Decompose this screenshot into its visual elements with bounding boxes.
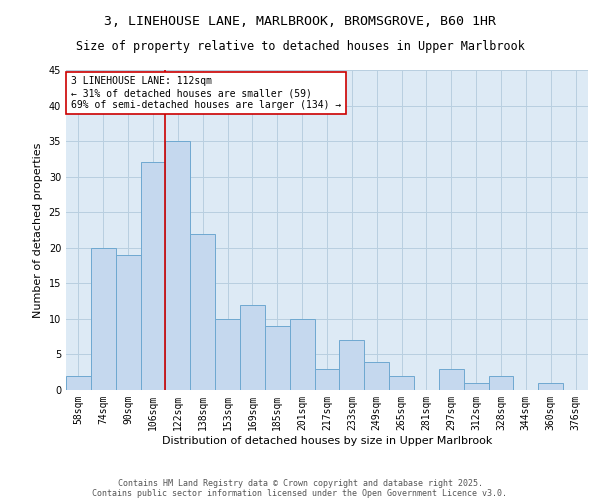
Bar: [364, 362, 389, 390]
Bar: [314, 368, 340, 390]
Bar: [140, 162, 166, 390]
X-axis label: Distribution of detached houses by size in Upper Marlbrook: Distribution of detached houses by size …: [162, 436, 492, 446]
Bar: [66, 376, 91, 390]
Bar: [190, 234, 215, 390]
Bar: [389, 376, 414, 390]
Text: 3 LINEHOUSE LANE: 112sqm
← 31% of detached houses are smaller (59)
69% of semi-d: 3 LINEHOUSE LANE: 112sqm ← 31% of detach…: [71, 76, 341, 110]
Bar: [439, 368, 464, 390]
Bar: [166, 141, 190, 390]
Y-axis label: Number of detached properties: Number of detached properties: [33, 142, 43, 318]
Bar: [265, 326, 290, 390]
Bar: [215, 319, 240, 390]
Bar: [340, 340, 364, 390]
Text: Contains public sector information licensed under the Open Government Licence v3: Contains public sector information licen…: [92, 488, 508, 498]
Bar: [240, 304, 265, 390]
Text: 3, LINEHOUSE LANE, MARLBROOK, BROMSGROVE, B60 1HR: 3, LINEHOUSE LANE, MARLBROOK, BROMSGROVE…: [104, 15, 496, 28]
Text: Contains HM Land Registry data © Crown copyright and database right 2025.: Contains HM Land Registry data © Crown c…: [118, 478, 482, 488]
Bar: [464, 383, 488, 390]
Text: Size of property relative to detached houses in Upper Marlbrook: Size of property relative to detached ho…: [76, 40, 524, 53]
Bar: [538, 383, 563, 390]
Bar: [91, 248, 116, 390]
Bar: [116, 255, 140, 390]
Bar: [290, 319, 314, 390]
Bar: [488, 376, 514, 390]
